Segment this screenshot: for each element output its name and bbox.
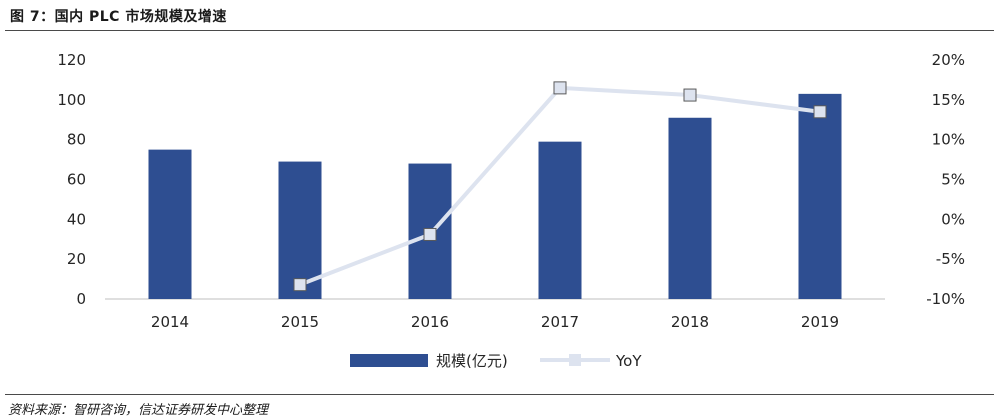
x-tick-label: 2014 (151, 313, 189, 331)
legend: 规模(亿元) YoY (350, 352, 642, 370)
x-tick-label: 2015 (281, 313, 319, 331)
legend-bar-label: 规模(亿元) (436, 352, 508, 370)
y-right-tick-label: 10% (932, 131, 965, 149)
bar (669, 118, 712, 299)
x-tick-label: 2018 (671, 313, 709, 331)
y-right-tick-label: 15% (932, 91, 965, 109)
y-right-tick-label: 5% (941, 171, 965, 189)
yoy-marker (684, 89, 696, 101)
y-right-tick-label: 0% (941, 210, 965, 228)
y-right-tick-label: 20% (932, 51, 965, 69)
y-right-tick-label: -5% (936, 250, 965, 268)
yoy-marker (424, 228, 436, 240)
yoy-marker (554, 82, 566, 94)
bar (149, 150, 192, 299)
legend-line-label: YoY (615, 352, 642, 370)
bar (799, 94, 842, 299)
bar (539, 142, 582, 299)
source-rule (5, 394, 994, 395)
yoy-marker (294, 279, 306, 291)
bar-series (149, 94, 842, 299)
x-tick-label: 2016 (411, 313, 449, 331)
y-right-tick-label: -10% (926, 290, 965, 308)
y-left-tick-label: 100 (57, 91, 86, 109)
legend-bar-swatch (350, 354, 428, 367)
y-left-tick-label: 120 (57, 51, 86, 69)
x-tick-label: 2019 (801, 313, 839, 331)
x-tick-label: 2017 (541, 313, 579, 331)
y-left-tick-label: 20 (67, 250, 86, 268)
legend-line-marker (569, 354, 581, 366)
y-left-tick-label: 60 (67, 171, 86, 189)
source-note: 资料来源：智研咨询，信达证券研发中心整理 (8, 399, 268, 418)
yoy-marker (814, 106, 826, 118)
y-left-tick-label: 80 (67, 131, 86, 149)
y-left-tick-label: 40 (67, 210, 86, 228)
y-left-tick-label: 0 (76, 290, 86, 308)
